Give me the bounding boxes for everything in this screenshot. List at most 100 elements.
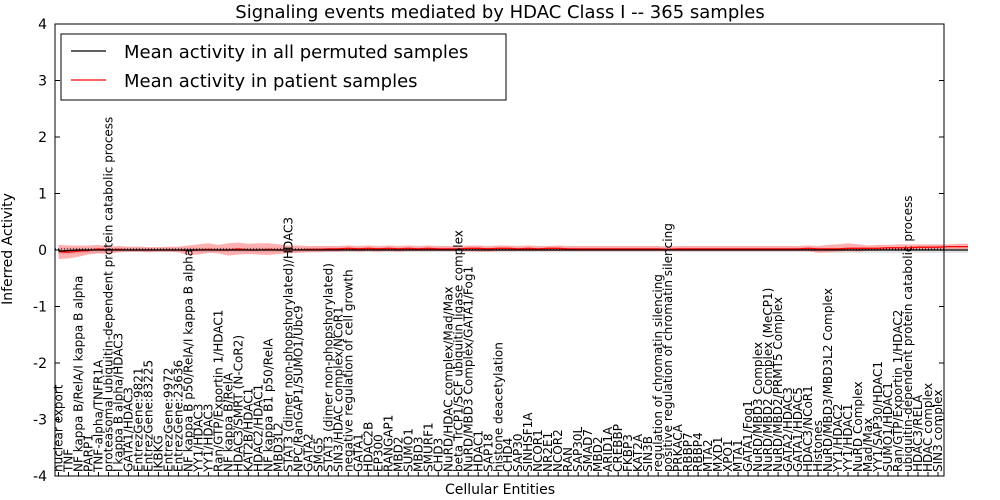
x-tick-label: positive regulation of chromatin silenci…	[661, 223, 675, 472]
x-tick-label: GATA1	[351, 433, 365, 472]
x-tick-label: NF kappa B/RelA	[221, 372, 235, 472]
y-axis-label: Inferred Activity	[0, 193, 16, 305]
x-tick-label: YY1/HDAC3	[201, 404, 215, 473]
x-tick-label: HDAC2/HDAC1	[251, 384, 265, 472]
x-tick-label: GATA1/Fog1	[741, 400, 755, 472]
y-tick-label: 2	[38, 130, 47, 146]
x-tick-label: proteasomal ubiquitin-dependent protein …	[101, 117, 115, 472]
x-tick-label: SIN3 complex	[931, 390, 945, 472]
x-tick-label: HDAC2B	[361, 422, 375, 472]
y-tick-label: 4	[38, 17, 47, 33]
x-tick-label: MTA1	[731, 439, 745, 472]
x-tick-label: regulation of chromatin silencing	[651, 274, 665, 472]
x-tick-label: Ran/GTP/Exportin 1/HDAC2	[891, 310, 905, 472]
x-tick-label: GATA2/HDAC3	[781, 387, 795, 472]
legend-box	[60, 33, 507, 101]
x-tick-label: Ran/GTP/Exportin 1/HDAC1	[211, 310, 225, 472]
x-tick-label: EntrezGene:83225	[141, 360, 155, 472]
permuted-mean-line	[58, 249, 968, 252]
x-tick-label: XPO1	[721, 439, 735, 472]
x-tick-label: HDAC1	[471, 430, 485, 472]
x-tick-label: CREBBP	[611, 424, 625, 472]
x-tick-label: RBBP7	[681, 432, 695, 472]
x-tick-label: TNF-alpha/TNFR1A	[91, 359, 105, 473]
x-tick-label: NuRD/HDAC complex/Mad/Max	[441, 286, 455, 472]
x-tick-label: EP300	[371, 434, 385, 472]
x-tick-label: SIN3/HDAC complex/NCoR1	[331, 306, 345, 472]
x-tick-label: SAP30	[511, 433, 525, 472]
x-tick-label: NuRD/MBD2/PRMT5 Complex	[771, 297, 785, 472]
x-tick-label: SIN3B	[641, 436, 655, 472]
x-tick-label: beta TrCP1/SCF ubiquitin ligase complex	[451, 230, 465, 472]
x-tick-label: NR2E1	[541, 432, 555, 472]
x-tick-label: STAT3 (dimer non-phopshorylated)/HDAC3	[281, 217, 295, 472]
y-tick-label: 0	[38, 243, 47, 259]
x-tick-label: NPC/RanGAP1/SUMO1/Ubc9	[291, 305, 305, 472]
patient-band	[58, 242, 968, 260]
legend-label-patient: Mean activity in patient samples	[124, 71, 418, 92]
x-tick-label: SUMO1	[401, 428, 415, 472]
legend: Mean activity in all permuted samples Me…	[60, 33, 507, 101]
x-tick-label: RANGAP1	[381, 415, 395, 472]
x-tick-label: SMURF1	[421, 422, 435, 472]
x-tick-label: EntrezGene:9821	[131, 368, 145, 473]
x-tick-label: NuRD/MBD3 Complex/GATA1/Fog1	[461, 266, 475, 472]
x-tick-label: KAT2A	[631, 433, 645, 472]
x-tick-label: Mad/Max	[861, 418, 875, 472]
x-axis-ticks	[58, 472, 939, 476]
y-tick-label: -2	[33, 356, 47, 372]
x-tick-label: EntrezGene:23636	[171, 360, 185, 472]
x-tick-label: NF kappa B p50/RelA/I kappa B alpha	[181, 249, 195, 472]
y-tick-label: -1	[33, 300, 47, 316]
x-tick-label: NF kappa B/RelA/I kappa B alpha	[71, 276, 85, 472]
x-tick-label: IKBKG	[151, 435, 165, 472]
x-tick-label: PRKACA	[671, 423, 685, 472]
x-axis-label: Cellular Entities	[445, 482, 555, 498]
x-tick-label: histone deacetylation	[491, 342, 505, 472]
x-tick-label: CHD4	[501, 438, 515, 472]
x-tick-label: MTA2	[701, 439, 715, 472]
x-tick-label: YY1/HDAC3	[191, 404, 205, 473]
x-tick-label: ubiquitin-dependent protein catabolic pr…	[901, 196, 915, 472]
x-tick-label: SAP18	[481, 433, 495, 472]
x-tick-label: STAT3 (dimer non-phopshorylated)	[321, 263, 335, 472]
x-tick-label: SINHSF1A	[521, 412, 535, 472]
y-tick-label: 3	[38, 74, 47, 90]
x-tick-label: FKBP3	[621, 434, 635, 472]
x-tick-label: HDAC3/NCoR1	[801, 385, 815, 472]
x-tick-label: HDAC3/RELA	[911, 394, 925, 472]
x-tick-label: TNF	[61, 449, 75, 473]
x-tick-label: HDAC3/SMRT (N-CoR2)	[231, 335, 245, 472]
x-tick-label: YY1/HDAC1	[841, 404, 855, 473]
y-tick-label: -3	[33, 413, 47, 429]
y-tick-label: 1	[38, 187, 47, 203]
x-tick-label: negative regulation of cell growth	[341, 269, 355, 472]
x-tick-label: NCOR2	[551, 429, 565, 472]
y-tick-label: -4	[33, 469, 47, 485]
x-tick-label: SAP30L	[571, 426, 585, 472]
chart-title: Signaling events mediated by HDAC Class …	[235, 2, 764, 23]
plot-frame	[54, 23, 945, 477]
x-tick-label: YY1/SAP30/HDAC1	[871, 361, 885, 473]
x-tick-label: NuRD/MBD2 Complex (MeCP1)	[761, 288, 775, 472]
x-tick-label: ARID1A	[601, 426, 615, 472]
x-tick-label: PARP1	[81, 434, 95, 472]
x-tick-label: SUMO1/HDAC1	[881, 382, 895, 472]
x-tick-label: MBD3L2	[271, 422, 285, 472]
x-tick-label: NuRD/MBD3/MBD3L2 Complex	[821, 288, 835, 472]
x-tick-label: CHD3	[431, 438, 445, 472]
legend-label-permuted: Mean activity in all permuted samples	[124, 42, 468, 63]
x-tick-label: GATA2	[301, 433, 315, 472]
x-tick-label: SMG5	[311, 437, 325, 472]
x-tick-label: MXD1	[711, 437, 725, 472]
x-tick-label: GATA1/HDAC5	[791, 387, 805, 472]
x-tick-label: MBD3	[411, 437, 425, 472]
x-tick-label: NuRD/MBD3 Complex	[751, 342, 765, 472]
y-axis-ticks: -4 -3 -2 -1 0 1 2 3 4	[33, 17, 944, 485]
x-tick-label: HDAC complex	[921, 383, 935, 472]
x-tick-label: NuRD Complex	[851, 381, 865, 472]
x-tick-label: GATA1/HDAC3	[121, 387, 135, 472]
x-tick-label: KAT2B/HDAC1	[241, 388, 255, 472]
x-tick-label: I kappa B alpha/HDAC3	[111, 333, 125, 472]
